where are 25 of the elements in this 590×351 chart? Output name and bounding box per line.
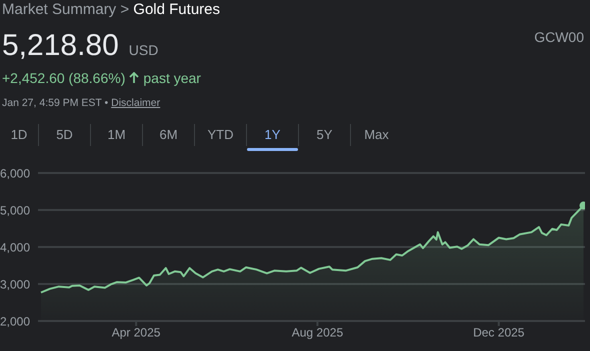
text: YTD bbox=[194, 124, 246, 146]
text: 1M bbox=[90, 124, 142, 146]
text: Max bbox=[350, 124, 402, 146]
x-tick-label: Aug 2025 bbox=[292, 326, 344, 340]
text: Jan 27, 4:59 PM EST • bbox=[2, 97, 108, 109]
text: GCW00 bbox=[534, 29, 584, 45]
text: 1D bbox=[10, 126, 28, 144]
text: 5,218.80 bbox=[2, 29, 119, 63]
x-tick-label: Dec 2025 bbox=[473, 326, 525, 340]
y-tick-label: 6,000 bbox=[0, 166, 30, 180]
text: Market Summary > bbox=[2, 1, 130, 18]
chart-title: Gold Futures bbox=[133, 1, 220, 18]
text: 1Y bbox=[246, 124, 298, 146]
text: Disclaimer bbox=[111, 97, 160, 109]
x-tick-label: Apr 2025 bbox=[112, 326, 161, 340]
y-tick-label: 5,000 bbox=[0, 203, 30, 218]
y-tick-label: 2,000 bbox=[0, 314, 30, 328]
y-tick-label: 4,000 bbox=[0, 240, 30, 254]
text: +2,452.60 (88.66%) bbox=[2, 70, 126, 86]
text: 5D bbox=[38, 124, 90, 146]
text: USD bbox=[128, 42, 158, 58]
y-tick-label: 3,000 bbox=[0, 277, 30, 292]
text: 5Y bbox=[298, 124, 350, 146]
text: 6M bbox=[142, 124, 194, 146]
text: past year bbox=[143, 70, 201, 86]
